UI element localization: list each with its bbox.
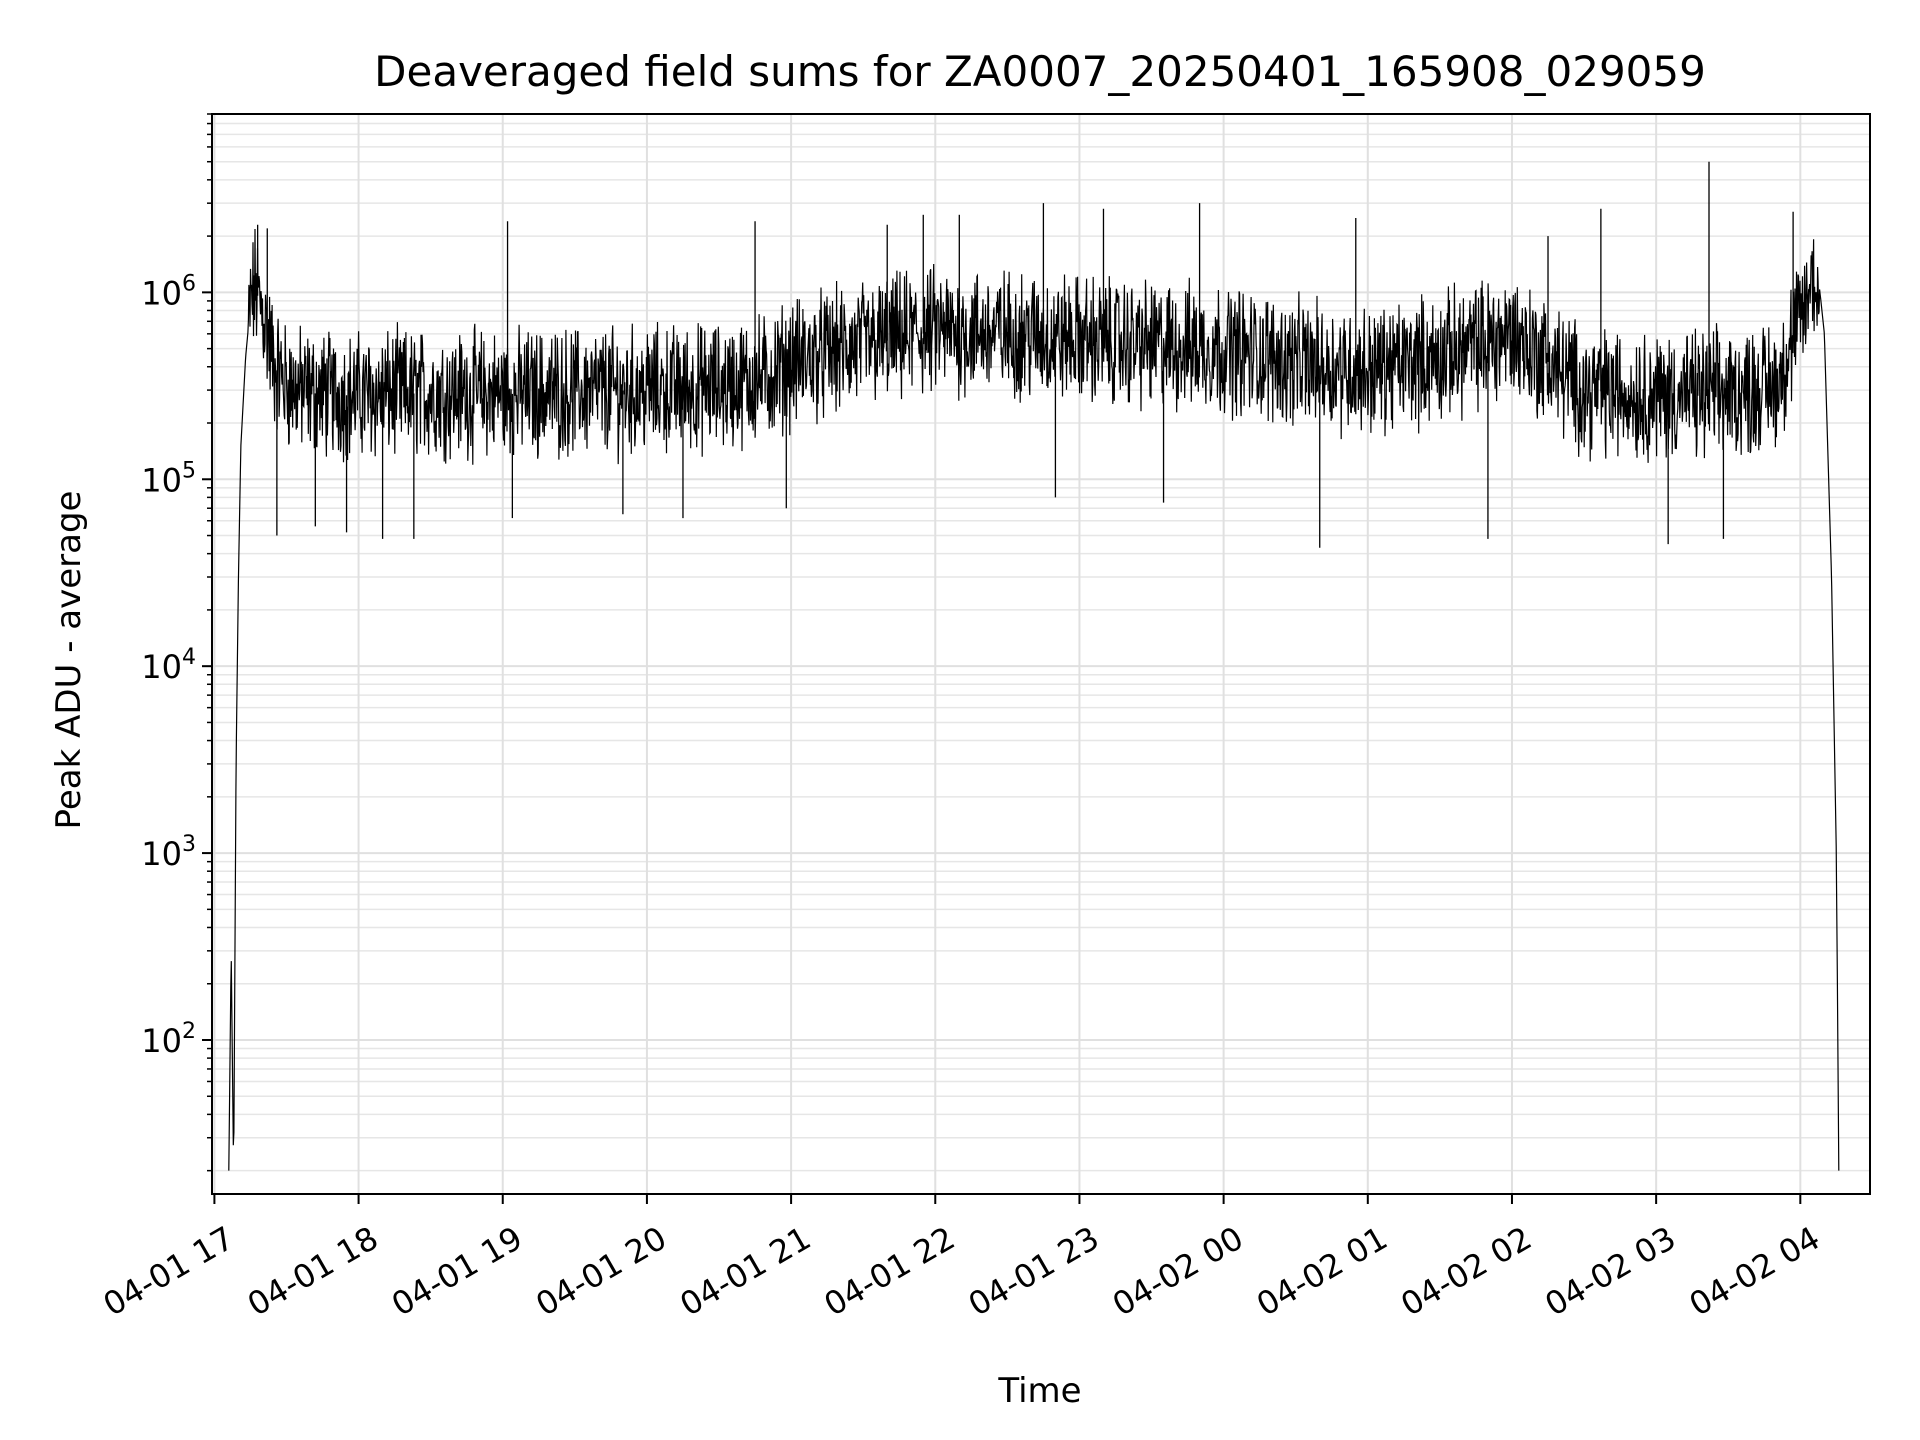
y-tick-label: 106: [141, 271, 196, 312]
y-tick-label: 103: [141, 832, 196, 873]
y-axis-label: Peak ADU - average: [49, 491, 89, 830]
y-tick-label: 104: [141, 645, 196, 686]
y-tick-label: 102: [141, 1019, 196, 1060]
chart-title: Deaveraged field sums for ZA0007_2025040…: [374, 47, 1706, 96]
y-tick-label: 105: [141, 458, 196, 499]
y-axis: 102 103 104 105 106: [141, 113, 212, 1172]
data-series: [228, 161, 1840, 1171]
plot-area-frame: [211, 113, 1871, 1195]
series-line: [228, 228, 1840, 1171]
x-axis-label: Time: [997, 1371, 1081, 1411]
grid: [212, 113, 1870, 1194]
